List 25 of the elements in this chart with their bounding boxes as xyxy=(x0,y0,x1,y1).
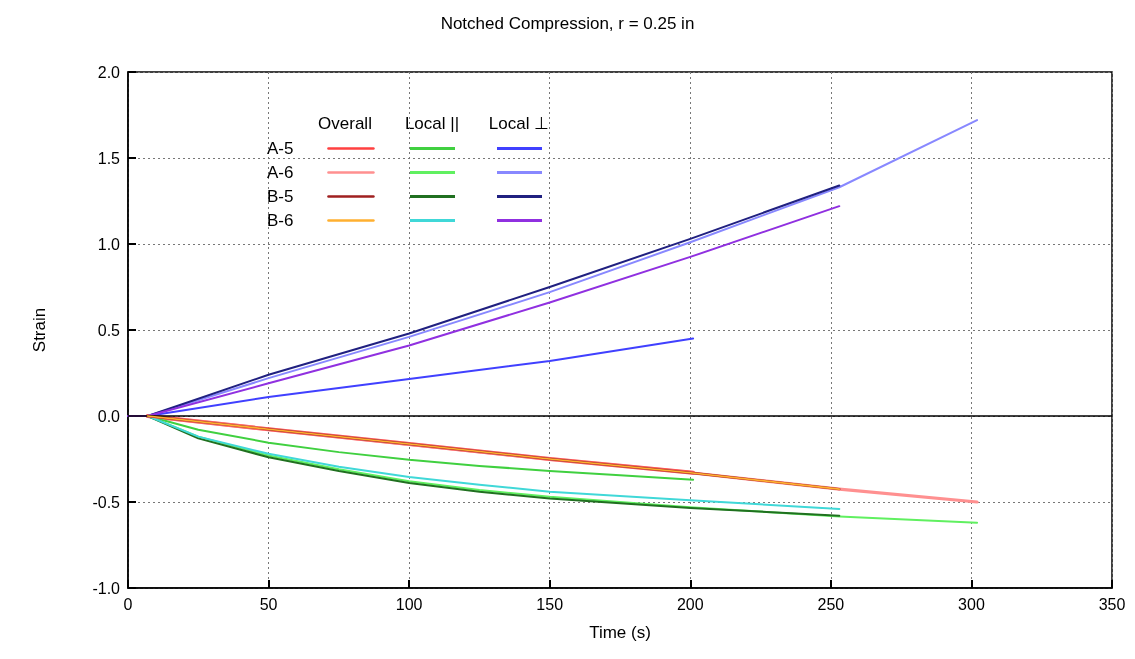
legend-label: B-5 xyxy=(266,187,294,206)
y-tick-label: 2.0 xyxy=(97,63,121,81)
y-tick-label: 0.5 xyxy=(97,321,121,339)
chart-title: Notched Compression, r = 0.25 in xyxy=(440,14,695,33)
legend-label: B-6 xyxy=(266,211,294,230)
x-tick-label: 50 xyxy=(259,595,278,613)
annotation: Local || xyxy=(404,113,460,133)
x-tick-label: 300 xyxy=(958,595,985,613)
x-tick-label: 200 xyxy=(676,595,704,613)
legend-label: A-6 xyxy=(266,163,294,182)
legend-label: A-5 xyxy=(266,139,294,158)
x-tick-label: 250 xyxy=(817,595,845,613)
y-tick-label: 1.5 xyxy=(97,149,121,167)
y-axis-title: Strain xyxy=(30,307,49,353)
y-tick-label: 1.0 xyxy=(97,235,121,253)
x-tick-label: 150 xyxy=(536,595,564,613)
x-tick-label: 350 xyxy=(1098,595,1126,613)
annotation: Local ⊥ xyxy=(488,113,550,133)
x-axis-title: Time (s) xyxy=(589,623,651,642)
x-tick-label: 0 xyxy=(123,595,133,613)
y-tick-label: -1.0 xyxy=(92,579,121,597)
y-tick-label: -0.5 xyxy=(92,493,121,511)
annotation: Overall xyxy=(318,113,372,133)
x-tick-label: 100 xyxy=(395,595,423,613)
y-tick-label: 0.0 xyxy=(97,407,121,425)
